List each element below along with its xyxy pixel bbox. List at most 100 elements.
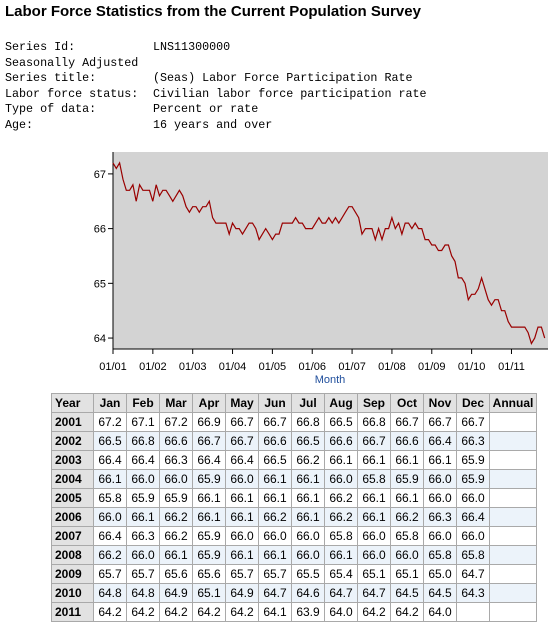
- page-title: Labor Force Statistics from the Current …: [5, 3, 421, 20]
- value-cell: 64.7: [357, 583, 391, 603]
- column-header: Feb: [126, 393, 160, 413]
- value-cell: 66.1: [357, 488, 391, 508]
- annual-cell: [489, 564, 537, 584]
- value-cell: 65.9: [159, 488, 193, 508]
- value-cell: 66.0: [159, 469, 193, 489]
- series-info-value: (Seas) Labor Force Participation Rate: [153, 71, 413, 86]
- value-cell: 66.6: [324, 431, 358, 451]
- value-cell: 66.0: [225, 526, 259, 546]
- series-info-value: Percent or rate: [153, 102, 259, 117]
- value-cell: 66.0: [456, 488, 490, 508]
- value-cell: 66.2: [291, 450, 325, 470]
- x-tick-label: 01/02: [139, 361, 167, 373]
- value-cell: 64.9: [159, 583, 193, 603]
- column-header: May: [225, 393, 259, 413]
- table-row: 2010 64.8 64.8 64.9 65.1 64.9 64.7 64.6 64.7 64.7…: [51, 583, 537, 603]
- value-cell: 66.1: [291, 488, 325, 508]
- series-info-label: Type of data:: [5, 102, 97, 117]
- value-cell: 66.8: [357, 412, 391, 432]
- value-cell: 66.0: [324, 469, 358, 489]
- annual-cell: [489, 545, 537, 565]
- year-cell: 2006: [51, 507, 94, 527]
- y-tick-label: 64: [94, 333, 106, 345]
- annual-cell: [489, 602, 537, 622]
- value-cell: 66.3: [456, 431, 490, 451]
- column-header: Jul: [291, 393, 325, 413]
- value-cell: 66.1: [258, 545, 292, 565]
- series-line: [112, 161, 546, 345]
- value-cell: 66.3: [159, 450, 193, 470]
- year-cell: 2007: [51, 526, 94, 546]
- value-cell: 66.7: [225, 431, 259, 451]
- year-cell: 2009: [51, 564, 94, 584]
- value-cell: 66.4: [423, 431, 457, 451]
- annual-cell: [489, 450, 537, 470]
- value-cell: 66.7: [423, 412, 457, 432]
- value-cell: 66.2: [159, 507, 193, 527]
- value-cell: 66.4: [126, 450, 160, 470]
- x-tick-label: 01/03: [179, 361, 207, 373]
- value-cell: 64.2: [390, 602, 424, 622]
- value-cell: 67.1: [126, 412, 160, 432]
- value-cell: 66.7: [390, 412, 424, 432]
- value-cell: 64.7: [258, 583, 292, 603]
- x-tick-label: 01/01: [99, 361, 127, 373]
- table-row: 2006 66.0 66.1 66.2 66.1 66.1 66.2 66.1 66.2 66.1…: [51, 507, 537, 527]
- value-cell: 66.1: [93, 469, 127, 489]
- value-cell: 67.2: [159, 412, 193, 432]
- value-cell: 66.1: [192, 507, 226, 527]
- value-cell: 65.9: [192, 469, 226, 489]
- annual-cell: [489, 488, 537, 508]
- value-cell: 65.7: [258, 564, 292, 584]
- value-cell: 64.2: [126, 602, 160, 622]
- value-cell: 66.1: [126, 507, 160, 527]
- x-tick-label: 01/10: [458, 361, 486, 373]
- value-cell: 66.5: [93, 431, 127, 451]
- value-cell: 65.9: [456, 469, 490, 489]
- value-cell: 64.0: [423, 602, 457, 622]
- value-cell: 65.0: [423, 564, 457, 584]
- x-axis-label: Month: [315, 374, 346, 386]
- value-cell: 66.0: [456, 526, 490, 546]
- series-info: Series Id: LNS11300000 Seasonally Adjusted…: [5, 40, 427, 134]
- series-info-row: Labor force status: Civilian labor force …: [5, 87, 427, 103]
- value-cell: 66.2: [258, 507, 292, 527]
- table-header-row: Year Jan Feb Mar Apr May Jun Jul Aug Sep Oct Nov Dec…: [51, 393, 537, 413]
- series-info-label: Seasonally Adjusted: [5, 55, 139, 70]
- value-cell: 66.2: [93, 545, 127, 565]
- value-cell: 66.4: [93, 526, 127, 546]
- series-info-value: 16 years and over: [153, 117, 273, 132]
- value-cell: 66.1: [258, 469, 292, 489]
- value-cell: 66.1: [225, 488, 259, 508]
- value-cell: 66.3: [423, 507, 457, 527]
- table-row: 2003 66.4 66.4 66.3 66.4 66.4 66.5 66.2 66.1 66.1…: [51, 450, 537, 470]
- value-cell: 65.9: [126, 488, 160, 508]
- value-cell: 66.1: [225, 507, 259, 527]
- value-cell: 66.7: [192, 431, 226, 451]
- value-cell: 65.8: [423, 545, 457, 565]
- value-cell: 65.4: [324, 564, 358, 584]
- value-cell: 64.3: [456, 583, 490, 603]
- series-info-label: Series Id:: [5, 40, 76, 54]
- value-cell: 65.6: [192, 564, 226, 584]
- value-cell: 66.5: [258, 450, 292, 470]
- column-header: Nov: [423, 393, 457, 413]
- value-cell: 67.2: [93, 412, 127, 432]
- annual-cell: [489, 507, 537, 527]
- value-cell: 64.2: [225, 602, 259, 622]
- value-cell: 66.1: [357, 507, 391, 527]
- value-cell: 65.7: [126, 564, 160, 584]
- x-tick-label: 01/08: [378, 361, 406, 373]
- value-cell: 66.6: [159, 431, 193, 451]
- value-cell: 65.8: [324, 526, 358, 546]
- value-cell: 64.8: [93, 583, 127, 603]
- column-header: Jan: [93, 393, 127, 413]
- value-cell: 64.9: [225, 583, 259, 603]
- year-cell: 2004: [51, 469, 94, 489]
- value-cell: 66.7: [357, 431, 391, 451]
- year-cell: 2003: [51, 450, 94, 470]
- value-cell: 66.5: [291, 431, 325, 451]
- value-cell: 66.2: [324, 507, 358, 527]
- column-header: Apr: [192, 393, 226, 413]
- value-cell: 65.1: [192, 583, 226, 603]
